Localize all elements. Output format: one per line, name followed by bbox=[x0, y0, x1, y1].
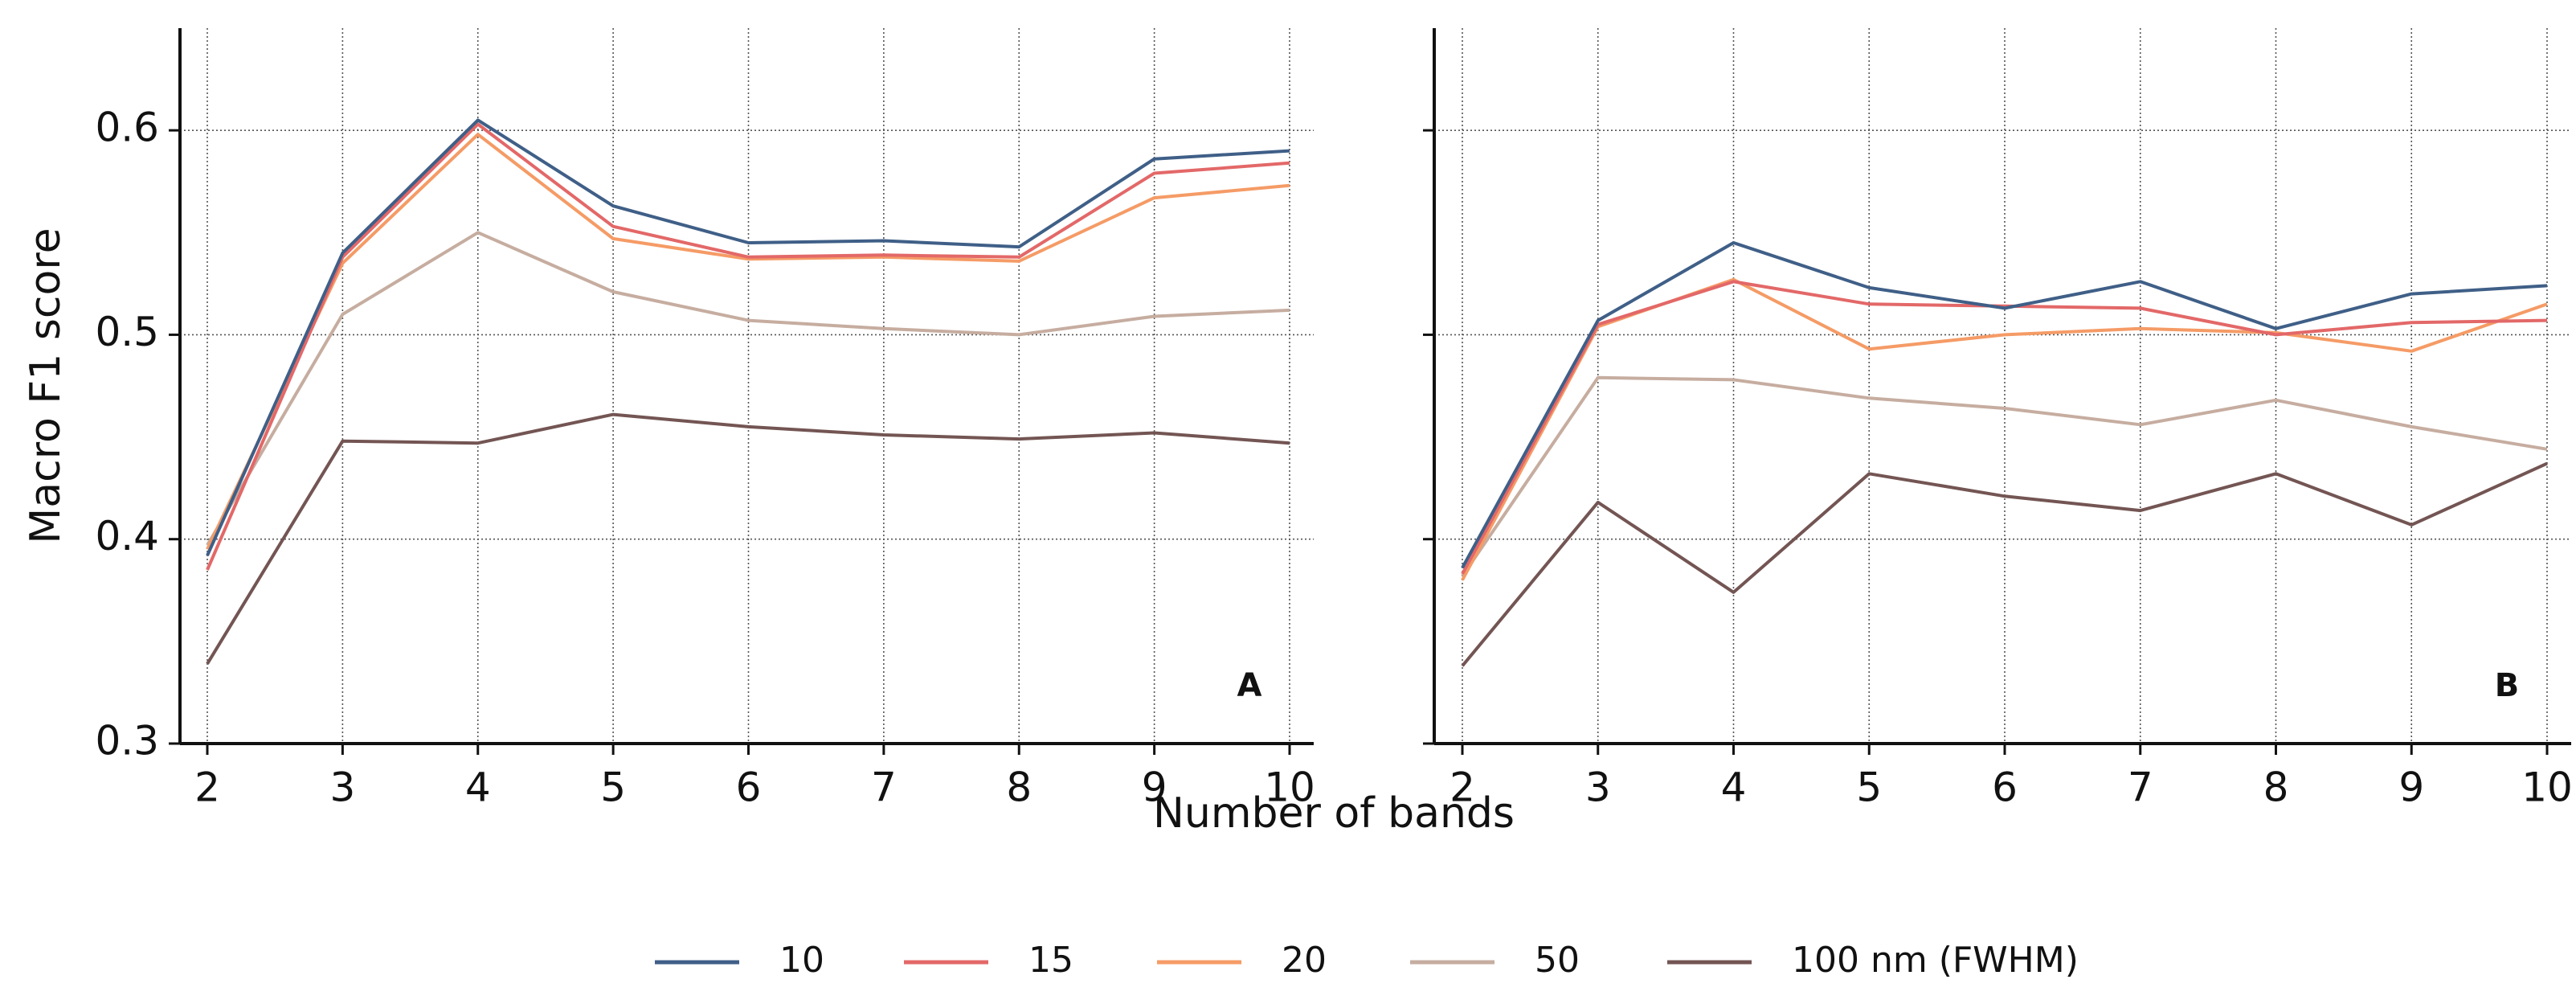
x-tick-label: 10 bbox=[2521, 764, 2573, 811]
legend-label: 50 bbox=[1535, 940, 1580, 981]
series-line-100 bbox=[206, 412, 1290, 665]
legend-label: 20 bbox=[1282, 940, 1327, 981]
x-tick-label: 2 bbox=[194, 764, 220, 811]
legend-entry-50: 50 bbox=[1410, 940, 1580, 981]
x-tick-label: 8 bbox=[2263, 764, 2289, 811]
x-tick-label: 3 bbox=[1585, 764, 1611, 811]
series-line-10 bbox=[1461, 241, 2548, 569]
x-tick-label: 10 bbox=[1264, 764, 1315, 811]
panel-label: A bbox=[1237, 667, 1262, 704]
legend-label: 15 bbox=[1028, 940, 1073, 981]
series-line-100 bbox=[1461, 461, 2548, 667]
x-axis-title: Number of bands bbox=[1153, 789, 1515, 838]
legend-entry-15: 15 bbox=[904, 940, 1073, 981]
x-tick-label: 7 bbox=[871, 764, 897, 811]
x-tick-label: 6 bbox=[736, 764, 762, 811]
legend: 10 15 20 50 100 nm (FWHM) bbox=[655, 940, 2079, 981]
x-tick-label: 5 bbox=[600, 764, 626, 811]
series-line-10 bbox=[206, 118, 1290, 556]
x-tick-label: 9 bbox=[1142, 764, 1167, 811]
legend-entry-10: 10 bbox=[655, 940, 824, 981]
y-tick-label: 0.6 bbox=[95, 105, 159, 151]
x-tick-label: 4 bbox=[465, 764, 491, 811]
series-line-15 bbox=[1461, 280, 2548, 575]
panel-a: 0.3 0.4 0.5 0.6 2 3 4 5 6 7 8 9 10 A bbox=[95, 28, 1315, 811]
x-tick-label: 3 bbox=[329, 764, 355, 811]
panels-group: 0.3 0.4 0.5 0.6 2 3 4 5 6 7 8 9 10 A 2 3 4 5 6 7 8 9 10 B bbox=[95, 28, 2573, 811]
series-line-20 bbox=[206, 133, 1290, 551]
x-tick-label: 7 bbox=[2128, 764, 2153, 811]
y-tick-label: 0.3 bbox=[95, 718, 159, 764]
panel-b: 2 3 4 5 6 7 8 9 10 B bbox=[1423, 28, 2573, 811]
x-tick-label: 6 bbox=[1992, 764, 2018, 811]
y-axis-title: Macro F1 score bbox=[22, 227, 70, 543]
legend-entry-100: 100 nm (FWHM) bbox=[1667, 940, 2079, 981]
x-tick-label: 2 bbox=[1450, 764, 1475, 811]
series-line-15 bbox=[206, 122, 1290, 571]
legend-entry-20: 20 bbox=[1157, 940, 1327, 981]
panel-label: B bbox=[2495, 667, 2520, 704]
x-tick-label: 9 bbox=[2398, 764, 2424, 811]
legend-label: 100 nm (FWHM) bbox=[1792, 940, 2079, 981]
y-tick-label: 0.4 bbox=[95, 513, 159, 559]
y-tick-label: 0.5 bbox=[95, 309, 159, 355]
x-tick-label: 4 bbox=[1721, 764, 1747, 811]
legend-label: 10 bbox=[779, 940, 824, 981]
series-line-50 bbox=[206, 231, 1290, 547]
x-tick-label: 5 bbox=[1856, 764, 1882, 811]
series-line-50 bbox=[1461, 375, 2548, 577]
x-tick-label: 8 bbox=[1006, 764, 1032, 811]
